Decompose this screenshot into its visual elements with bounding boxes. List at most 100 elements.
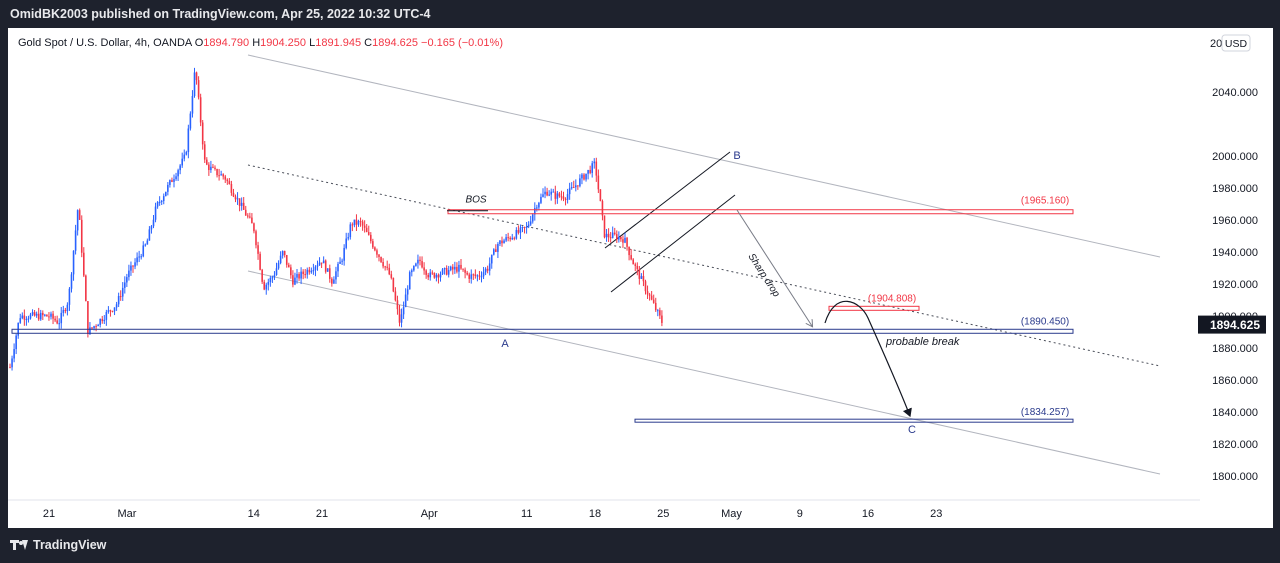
candle xyxy=(386,260,388,271)
candle xyxy=(644,279,647,295)
tradingview-logo[interactable]: TradingView xyxy=(10,538,106,552)
candle-body xyxy=(93,326,95,329)
candle-body xyxy=(363,225,366,228)
candle xyxy=(454,261,456,274)
candle-body xyxy=(527,224,530,227)
candle-body xyxy=(281,251,284,256)
candle-body xyxy=(523,226,526,228)
candle xyxy=(44,313,46,317)
candle xyxy=(279,251,282,265)
candle-body xyxy=(80,219,83,253)
candle-body xyxy=(316,265,319,267)
candle-body xyxy=(318,262,321,266)
candle-body xyxy=(203,144,206,160)
candle xyxy=(292,270,294,288)
candle xyxy=(115,301,118,311)
candle-body xyxy=(562,196,565,199)
candle xyxy=(37,307,40,321)
candle xyxy=(589,165,591,175)
candle xyxy=(630,249,632,261)
candle-body xyxy=(507,237,509,239)
candle-body xyxy=(638,269,641,279)
candle-body xyxy=(193,72,196,96)
candle-body xyxy=(343,247,345,261)
chart-panel[interactable] xyxy=(8,28,1273,528)
footer-bar: TradingView xyxy=(0,528,1280,563)
candle xyxy=(224,174,227,183)
candle xyxy=(523,226,526,234)
candle-body xyxy=(169,180,171,185)
candle-body xyxy=(476,275,479,277)
symbol-label: Gold Spot / U.S. Dollar, 4h, OANDA xyxy=(18,37,195,49)
candle-body xyxy=(415,263,417,266)
candle-body xyxy=(505,237,507,241)
candle xyxy=(23,309,26,326)
candle-body xyxy=(171,180,173,182)
candle xyxy=(544,186,546,199)
candle-body xyxy=(21,315,24,319)
bos-label: BOS xyxy=(465,195,486,206)
candle xyxy=(484,267,487,276)
candle xyxy=(290,264,292,279)
candle-body xyxy=(359,221,362,223)
candle-body xyxy=(632,259,634,265)
time-tick-label: 23 xyxy=(930,508,942,520)
candle xyxy=(19,313,22,324)
candle-body xyxy=(550,191,552,195)
candle-body xyxy=(390,274,393,278)
candle-body xyxy=(402,307,405,315)
candle xyxy=(509,236,511,242)
candle-body xyxy=(556,193,559,199)
candle xyxy=(54,315,56,323)
candle-body xyxy=(259,253,261,270)
candle xyxy=(214,165,216,171)
candle xyxy=(152,214,155,229)
candle-body xyxy=(238,198,241,206)
candle-body xyxy=(404,294,407,308)
currency-badge[interactable]: USD xyxy=(1221,34,1251,52)
candle xyxy=(472,273,475,280)
candle-body xyxy=(394,291,397,301)
candle-body xyxy=(597,175,600,190)
candle xyxy=(406,285,409,301)
candle xyxy=(626,236,628,251)
candle xyxy=(661,310,663,327)
candle-body xyxy=(105,312,108,320)
publisher-text: OmidBK2003 published on TradingView.com,… xyxy=(10,7,431,21)
candle-body xyxy=(386,266,388,268)
level-1890[interactable]: (1890.450) xyxy=(11,316,1074,334)
level-1834[interactable]: (1834.257) xyxy=(634,407,1074,423)
candle-body xyxy=(275,268,278,276)
candle xyxy=(659,307,661,319)
candle-body xyxy=(220,174,222,176)
level-1904[interactable]: (1904.808) xyxy=(828,293,920,311)
candle xyxy=(355,214,358,231)
candle-body xyxy=(443,268,446,270)
candle xyxy=(31,309,34,317)
candle xyxy=(265,282,268,295)
candle-body xyxy=(324,260,327,272)
candle-body xyxy=(251,217,253,224)
candle xyxy=(15,333,17,355)
candle xyxy=(505,234,507,243)
candle xyxy=(577,185,579,190)
candle-body xyxy=(613,232,616,235)
candle xyxy=(652,294,655,304)
candle-body xyxy=(263,281,265,290)
ohlc-legend-text: Gold Spot / U.S. Dollar, 4h, OANDA O1894… xyxy=(18,37,503,49)
candle-body xyxy=(109,310,112,312)
candle-body xyxy=(417,259,419,264)
candle xyxy=(312,263,315,275)
time-tick-label: Apr xyxy=(421,508,438,520)
candle xyxy=(470,269,473,284)
level-1904-box xyxy=(828,305,920,311)
candle xyxy=(468,272,470,283)
candle xyxy=(220,170,222,176)
level-1965[interactable]: (1965.160) xyxy=(447,196,1074,215)
candle-body xyxy=(277,262,280,269)
candle-body xyxy=(322,260,325,264)
candle-body xyxy=(58,323,60,325)
candle xyxy=(74,224,77,255)
candle-body xyxy=(320,262,323,264)
